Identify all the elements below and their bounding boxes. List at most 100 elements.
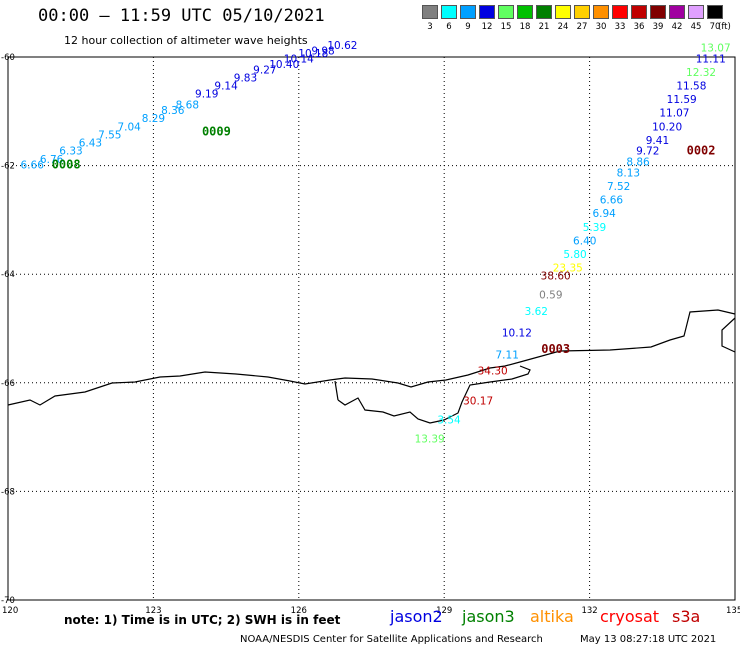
legend-swatch-42 bbox=[669, 5, 685, 19]
legend-label-33: 33 bbox=[614, 22, 626, 32]
wave-height-point: 11.11 bbox=[696, 53, 726, 65]
wave-height-point: 6.66 bbox=[21, 159, 45, 171]
wave-height-point: 7.11 bbox=[496, 349, 519, 361]
legend-label-30: 30 bbox=[595, 22, 607, 32]
generated-timestamp: May 13 08:27:18 UTC 2021 bbox=[580, 634, 717, 645]
legend-label-18: 18 bbox=[519, 22, 531, 32]
credit-text: NOAA/NESDIS Center for Satellite Applica… bbox=[240, 634, 543, 645]
legend-swatch-30 bbox=[593, 5, 609, 19]
satellite-s3a: s3a bbox=[672, 607, 701, 626]
wave-height-point: 23.35 bbox=[553, 262, 583, 274]
chart-subtitle: 12 hour collection of altimeter wave hei… bbox=[64, 34, 308, 47]
time-label: 0003 bbox=[541, 342, 570, 356]
wave-height-point: 5.80 bbox=[563, 249, 586, 261]
wave-height-point: 9.98 bbox=[311, 45, 334, 57]
wave-height-point: 6.76 bbox=[40, 154, 64, 166]
time-label: 0002 bbox=[687, 144, 716, 158]
wave-height-point: 0.59 bbox=[539, 290, 562, 302]
wave-height-point: 38.60 bbox=[541, 271, 571, 283]
satellite-cryosat: cryosat bbox=[600, 607, 660, 626]
legend-label-3: 3 bbox=[427, 22, 433, 32]
legend-swatch-24 bbox=[555, 5, 571, 19]
legend-label-15: 15 bbox=[500, 22, 512, 32]
wave-height-point: 11.07 bbox=[659, 108, 689, 120]
wave-height-point: 7.04 bbox=[117, 121, 141, 133]
wave-height-point: 10.14 bbox=[284, 53, 314, 65]
legend-label-12: 12 bbox=[481, 22, 493, 32]
wave-height-point: 8.86 bbox=[626, 157, 650, 169]
wave-height-point: 9.27 bbox=[253, 64, 276, 76]
legend-swatch-6 bbox=[441, 5, 457, 19]
x-tick-label: 126 bbox=[291, 606, 307, 616]
x-tick-label: 123 bbox=[145, 606, 161, 616]
wave-height-point: 11.59 bbox=[667, 94, 697, 106]
wave-height-point: 13.07 bbox=[701, 43, 731, 55]
legend-label-36: 36 bbox=[633, 22, 645, 32]
legend-label-42: 42 bbox=[671, 22, 683, 32]
legend-label-9: 9 bbox=[465, 22, 471, 32]
wave-height-point: 13.39 bbox=[415, 434, 445, 446]
wave-height-point: 8.36 bbox=[161, 105, 185, 117]
legend-swatch-21 bbox=[536, 5, 552, 19]
legend-swatch-33 bbox=[612, 5, 628, 19]
wave-height-point: 34.30 bbox=[478, 366, 508, 378]
wave-height-point: 10.40 bbox=[269, 59, 299, 71]
x-tick-label: 129 bbox=[436, 606, 452, 616]
wave-height-point: 3.54 bbox=[437, 415, 461, 427]
legend-unit: (ft) bbox=[718, 22, 731, 32]
wave-height-point: 9.83 bbox=[234, 72, 257, 84]
wave-height-point: 10.18 bbox=[298, 48, 328, 60]
time-label: 0009 bbox=[202, 125, 231, 139]
wave-height-point: 5.39 bbox=[583, 222, 606, 234]
legend-swatch-3 bbox=[422, 5, 438, 19]
footer-note: note: 1) Time is in UTC; 2) SWH is in fe… bbox=[64, 613, 341, 627]
plot-frame bbox=[7, 56, 736, 601]
legend-swatch-18 bbox=[517, 5, 533, 19]
wave-height-point: 10.20 bbox=[652, 121, 682, 133]
legend-label-45: 45 bbox=[690, 22, 702, 32]
legend-swatch-39 bbox=[650, 5, 666, 19]
wave-height-point: 8.68 bbox=[176, 100, 199, 112]
wave-height-point: 10.62 bbox=[327, 40, 357, 52]
coastline-east bbox=[721, 317, 736, 353]
wave-height-point: 7.52 bbox=[607, 181, 630, 193]
wave-height-point: 10.12 bbox=[502, 328, 532, 340]
satellite-jason3: jason3 bbox=[462, 607, 515, 626]
wave-height-point: 6.66 bbox=[600, 195, 624, 207]
legend-swatch-45 bbox=[688, 5, 704, 19]
legend-label-24: 24 bbox=[557, 22, 569, 32]
wave-height-point: 12.32 bbox=[686, 67, 716, 79]
wave-height-point: 9.14 bbox=[214, 81, 238, 93]
coastline-south bbox=[337, 365, 531, 424]
x-tick-label: 135 bbox=[726, 606, 740, 616]
legend-label-39: 39 bbox=[652, 22, 664, 32]
wave-height-point: 7.55 bbox=[98, 129, 121, 141]
wave-height-point: 9.72 bbox=[636, 146, 659, 158]
satellite-jason2: jason2 bbox=[390, 607, 443, 626]
wave-height-point: 9.19 bbox=[195, 89, 218, 101]
wave-height-point: 9.41 bbox=[646, 135, 669, 147]
wave-height-point: 6.33 bbox=[59, 146, 82, 158]
legend-label-6: 6 bbox=[446, 22, 452, 32]
legend-swatch-9 bbox=[460, 5, 476, 19]
coastline-inlet bbox=[334, 380, 339, 401]
legend-swatch-15 bbox=[498, 5, 514, 19]
wave-height-point: 3.62 bbox=[525, 306, 548, 318]
legend-label-70: 70 bbox=[709, 22, 721, 32]
wave-height-point: 8.29 bbox=[142, 113, 165, 125]
legend-swatch-36 bbox=[631, 5, 647, 19]
x-tick-label: 132 bbox=[581, 606, 597, 616]
legend-swatch-70 bbox=[707, 5, 723, 19]
coastline bbox=[7, 309, 736, 406]
wave-height-point: 6.40 bbox=[573, 235, 596, 247]
legend-label-27: 27 bbox=[576, 22, 588, 32]
y-tick-label: -70 bbox=[1, 596, 15, 606]
x-tick-label: 120 bbox=[2, 606, 18, 616]
time-label: 0008 bbox=[52, 157, 81, 171]
wave-height-point: 30.17 bbox=[463, 396, 493, 408]
wave-height-point: 8.13 bbox=[617, 167, 640, 179]
legend-swatch-27 bbox=[574, 5, 590, 19]
legend-label-21: 21 bbox=[538, 22, 550, 32]
legend-swatch-12 bbox=[479, 5, 495, 19]
